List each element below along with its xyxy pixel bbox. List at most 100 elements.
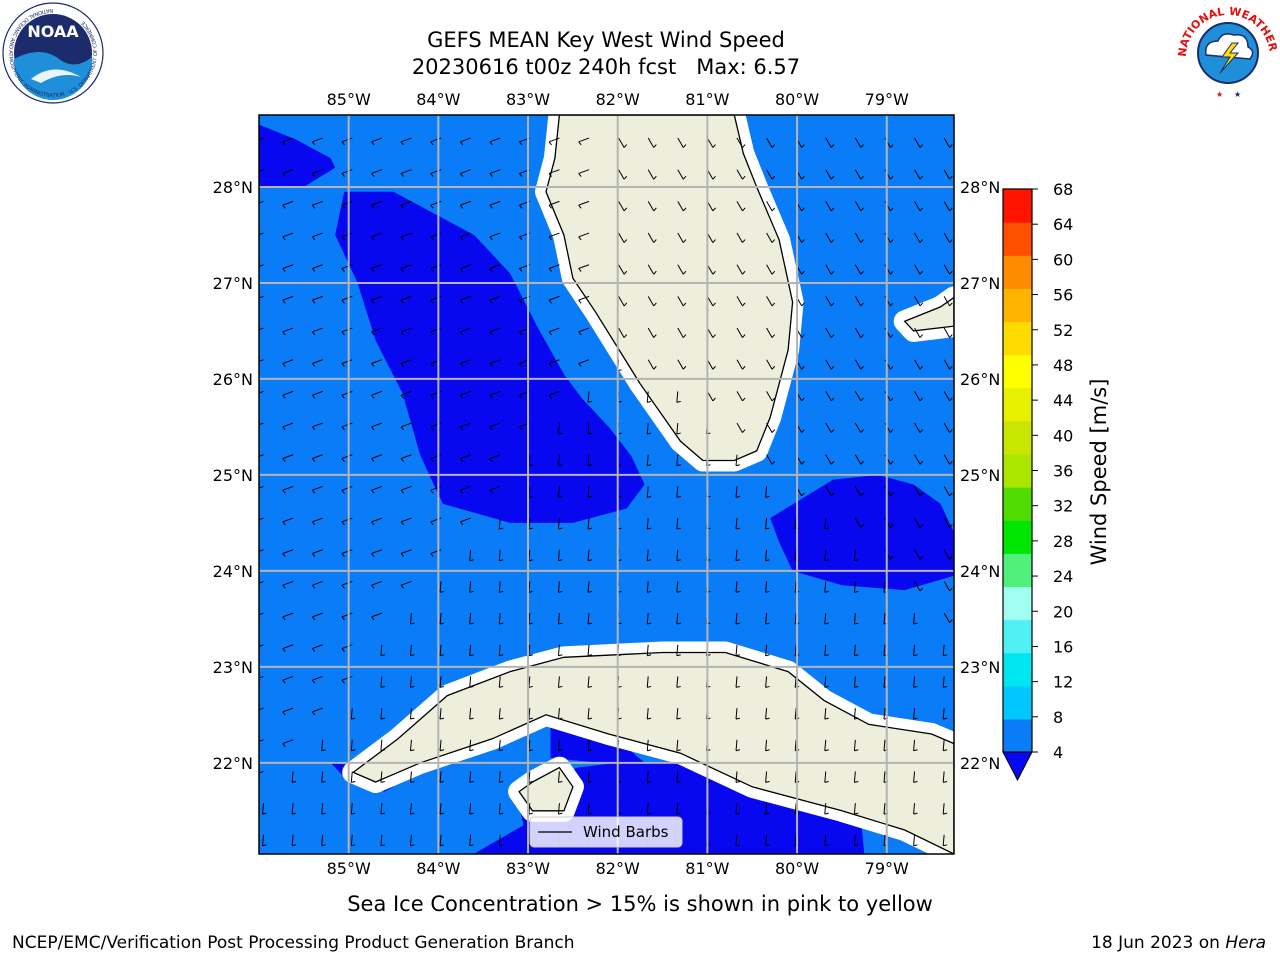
wind-barb xyxy=(321,739,324,751)
wind-barb-flag xyxy=(949,334,953,338)
wind-barb xyxy=(489,232,501,238)
wind-barb-flag xyxy=(558,590,563,593)
wind-barb xyxy=(371,422,383,428)
wind-barb-flag xyxy=(430,299,434,304)
wind-barb-flag xyxy=(919,239,924,243)
wind-barb-flag xyxy=(311,331,316,336)
wind-barb-flag xyxy=(949,619,953,623)
wind-barb xyxy=(647,327,655,338)
wind-barb-flag xyxy=(558,559,563,562)
wind-barb-flag xyxy=(913,780,918,783)
wind-barb-flag xyxy=(949,365,953,370)
wind-barb-flag xyxy=(558,717,563,720)
wind-barb xyxy=(282,422,294,428)
wind-barb-flag xyxy=(830,460,835,465)
wind-barb xyxy=(736,327,743,338)
wind-barb-flag xyxy=(890,334,894,338)
wind-barb xyxy=(498,739,501,751)
wind-barb xyxy=(400,517,412,523)
wind-barb-flag xyxy=(742,270,746,275)
wind-barb-flag xyxy=(647,464,652,467)
wind-barb-flag xyxy=(499,622,504,625)
lon-tick-label-bottom: 85°W xyxy=(327,859,371,878)
wind-barb xyxy=(677,169,684,180)
wind-barb xyxy=(914,581,921,592)
wind-barb-flag xyxy=(676,749,681,752)
wind-barb-flag xyxy=(528,654,533,657)
wind-barb-flag xyxy=(548,268,552,272)
wind-barb xyxy=(587,486,590,498)
wind-barb xyxy=(489,327,501,333)
lon-tick-label-bottom: 82°W xyxy=(596,859,640,878)
wind-barb xyxy=(557,423,560,435)
wind-barb xyxy=(736,232,743,243)
wind-barb-flag xyxy=(430,521,434,526)
wind-barb-flag xyxy=(943,717,948,720)
wind-barb-flag xyxy=(949,207,953,212)
wind-barb-flag xyxy=(653,144,657,148)
wind-barb-flag xyxy=(430,426,434,431)
wind-barb xyxy=(409,834,412,846)
wind-barb-flag xyxy=(860,175,864,180)
wind-barb xyxy=(469,549,472,561)
wind-barb-flag xyxy=(830,270,835,275)
wind-barb xyxy=(259,644,264,647)
wind-barb-flag xyxy=(410,780,415,783)
wind-barb xyxy=(914,137,921,148)
wind-barb xyxy=(548,264,560,269)
wind-barb xyxy=(282,200,294,206)
wind-barb xyxy=(312,200,323,206)
wind-barb xyxy=(736,359,743,370)
wind-barb-flag xyxy=(854,749,859,752)
wind-barb-flag xyxy=(489,331,493,336)
wind-barb-flag xyxy=(742,334,746,338)
wind-barb-flag xyxy=(282,363,286,367)
wind-barb-flag xyxy=(341,236,345,241)
wind-barb-flag xyxy=(919,207,924,212)
wind-barb-flag xyxy=(499,527,504,530)
wind-barb-flag xyxy=(528,590,533,593)
wind-barb-flag xyxy=(653,270,657,275)
wind-barb-flag xyxy=(499,749,504,752)
wind-barb xyxy=(380,771,383,783)
wind-barb xyxy=(371,390,383,396)
wind-barb xyxy=(883,644,886,656)
wind-barb xyxy=(259,264,264,267)
wind-barb-flag xyxy=(341,458,345,462)
wind-barb xyxy=(259,295,264,299)
wind-barb-flag xyxy=(519,394,523,399)
wind-barb-flag xyxy=(830,492,835,497)
wind-barb xyxy=(400,137,412,143)
wind-barb-flag xyxy=(676,559,681,562)
wind-barb xyxy=(914,327,921,338)
wind-barb-flag xyxy=(801,175,805,180)
wind-barb xyxy=(380,834,383,846)
wind-barb-flag xyxy=(548,394,552,399)
wind-barb xyxy=(824,581,827,593)
wind-barb-flag xyxy=(653,239,657,243)
wind-barb-flag xyxy=(765,495,770,498)
wind-barb xyxy=(943,359,951,370)
wind-barb xyxy=(439,676,442,688)
wind-barb xyxy=(854,264,862,275)
wind-barb xyxy=(587,613,590,625)
wind-barb-flag xyxy=(801,334,805,338)
wind-barb xyxy=(548,232,560,238)
wind-barb xyxy=(587,518,590,530)
lon-tick-label-bottom: 80°W xyxy=(775,859,819,878)
wind-barb xyxy=(825,391,832,402)
wind-barb-flag xyxy=(282,458,286,462)
wind-barb-flag xyxy=(548,236,552,241)
wind-barb xyxy=(854,327,862,338)
wind-barb xyxy=(765,613,768,625)
wind-barb xyxy=(766,327,773,338)
wind-barb-flag xyxy=(801,270,805,275)
wind-barb-flag xyxy=(676,717,681,720)
wind-barb xyxy=(883,708,886,720)
wind-barb-flag xyxy=(371,458,375,462)
wind-barb-flag xyxy=(712,365,716,370)
wind-barb xyxy=(825,486,832,497)
wind-barb xyxy=(460,485,471,491)
wind-barb-flag xyxy=(311,679,316,684)
wind-barb xyxy=(341,422,353,428)
